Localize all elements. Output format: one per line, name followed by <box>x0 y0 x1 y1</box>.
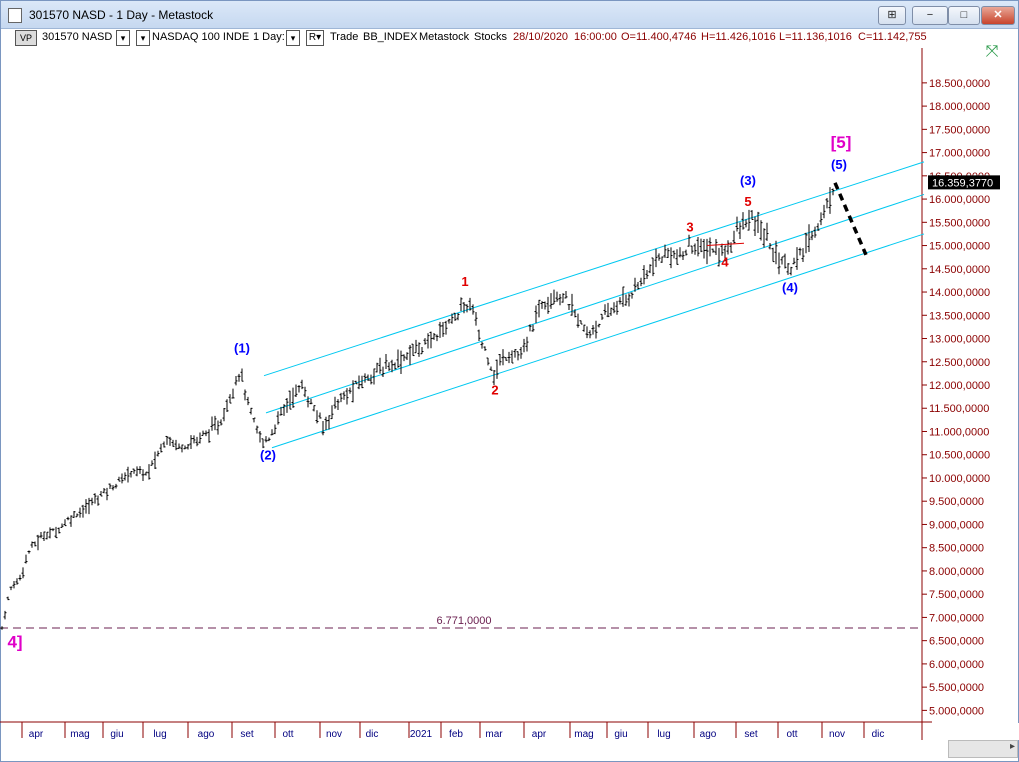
open-value: O=11.400,4746 <box>621 31 697 43</box>
price-tick-label: 17.000,0000 <box>929 148 990 160</box>
price-tick-label: 13.000,0000 <box>929 334 990 346</box>
symbol-dropdown[interactable]: ▾ <box>116 30 130 46</box>
price-tick-label: 5.000,0000 <box>929 705 984 717</box>
month-label: mag <box>70 729 89 740</box>
month-label: dic <box>872 729 885 740</box>
price-tick-label: 13.500,0000 <box>929 310 990 322</box>
channel-line-3 <box>271 233 925 449</box>
trade-label: Trade <box>330 31 359 43</box>
name-dropdown[interactable]: ▾ <box>136 30 150 46</box>
price-tick-label: 7.000,0000 <box>929 612 984 624</box>
month-label: nov <box>326 729 342 740</box>
price-tick-label: 9.500,0000 <box>929 496 984 508</box>
price-tick-label: 14.000,0000 <box>929 287 990 299</box>
month-label: ott <box>282 729 293 740</box>
month-label: giu <box>110 729 123 740</box>
wave-label: 4] <box>7 633 22 652</box>
draw-tool-icon: ⤧ <box>986 41 999 60</box>
r-dropdown[interactable]: R▾ <box>306 30 324 46</box>
document-icon <box>8 8 22 23</box>
period-dropdown[interactable]: ▾ <box>286 30 300 46</box>
close-value: C=11.142,755 <box>858 31 927 43</box>
wave-label: 4 <box>721 254 729 269</box>
price-tick-label: 12.500,0000 <box>929 357 990 369</box>
month-label: mag <box>574 729 593 740</box>
horizontal-scrollbar[interactable]: ▸ <box>948 740 1018 758</box>
month-label: lug <box>657 729 670 740</box>
last-price-tag <box>928 175 1000 190</box>
price-tick-label: 11.500,0000 <box>929 403 989 415</box>
index-label: BB_INDEX <box>363 31 418 43</box>
scroll-right-icon[interactable]: ▸ <box>1009 741 1015 752</box>
chart-toolbar: VP 301570 NASD ▾ ▾ NASDAQ 100 INDE 1 Day… <box>1 29 1018 47</box>
wave-label: 3 <box>686 220 693 235</box>
price-tick-label: 17.500,0000 <box>929 124 990 136</box>
type-label: Stocks <box>474 31 508 43</box>
month-label: mar <box>485 729 503 740</box>
month-label: lug <box>153 729 166 740</box>
price-tick-label: 10.000,0000 <box>929 473 990 485</box>
security-name: NASDAQ 100 INDE <box>152 31 250 43</box>
month-label: apr <box>532 729 547 740</box>
maximize-button[interactable]: □ <box>948 6 980 25</box>
month-label: giu <box>614 729 627 740</box>
bar-time: 16:00:00 <box>574 31 617 43</box>
month-label: set <box>744 729 758 740</box>
projection-line <box>833 182 868 256</box>
wave-label: (3) <box>740 173 756 188</box>
title-bar[interactable]: 301570 NASD - 1 Day - Metastock ⊞ − □ ✕ <box>1 1 1018 29</box>
low-value: L=11.136,1016 <box>779 31 852 43</box>
bar-date: 28/10/2020 <box>513 31 569 43</box>
price-tick-label: 7.500,0000 <box>929 589 984 601</box>
price-tick-label: 5.500,0000 <box>929 682 984 694</box>
price-tick-label: 16.000,0000 <box>929 194 990 206</box>
price-tick-label: 6.000,0000 <box>929 659 984 671</box>
channel-line-1 <box>263 161 925 377</box>
month-label: ott <box>786 729 797 740</box>
wave-label: [5] <box>831 133 852 152</box>
price-tick-label: 8.500,0000 <box>929 543 984 555</box>
wave-label: 5 <box>744 194 751 209</box>
wave-connector-line <box>706 242 745 247</box>
month-label: ago <box>198 729 215 740</box>
price-tick-label: 11.000,0000 <box>929 426 989 438</box>
price-tick-label: 10.500,0000 <box>929 450 990 462</box>
month-label: apr <box>29 729 44 740</box>
minimize-button[interactable]: − <box>912 6 948 25</box>
period-label: 1 Day: <box>253 31 285 43</box>
high-value: H=11.426,1016 <box>701 31 776 43</box>
month-label: feb <box>449 729 463 740</box>
tile-button[interactable]: ⊞ <box>878 6 906 25</box>
price-tick-label: 6.500,0000 <box>929 636 984 648</box>
last-price-label: 16.359,3770 <box>932 177 993 189</box>
source-label: Metastock <box>419 31 470 43</box>
close-button[interactable]: ✕ <box>981 6 1015 25</box>
wave-label: 1 <box>461 274 468 289</box>
month-label: nov <box>829 729 845 740</box>
price-tick-label: 8.000,0000 <box>929 566 984 578</box>
price-tick-label: 18.500,0000 <box>929 78 990 90</box>
price-tick-label: 9.000,0000 <box>929 519 984 531</box>
wave-label: (4) <box>782 280 798 295</box>
symbol-label: 301570 NASD <box>42 31 113 43</box>
price-tick-label: 12.000,0000 <box>929 380 990 392</box>
month-label: dic <box>366 729 379 740</box>
month-label: ago <box>700 729 717 740</box>
wave-label: (2) <box>260 447 276 462</box>
price-tick-label: 18.000,0000 <box>929 101 990 113</box>
price-tick-label: 15.500,0000 <box>929 217 990 229</box>
wave-label: (5) <box>831 157 847 172</box>
axis-corner <box>923 723 1019 740</box>
window-title: 301570 NASD - 1 Day - Metastock <box>29 8 214 22</box>
wave-label: 2 <box>491 382 498 397</box>
price-tick-label: 14.500,0000 <box>929 264 990 276</box>
support-label: 6.771,0000 <box>436 615 491 627</box>
price-tick-label: 15.000,0000 <box>929 241 990 253</box>
month-label: 2021 <box>410 729 433 740</box>
vp-button[interactable]: VP <box>15 30 37 46</box>
month-label: set <box>240 729 254 740</box>
wave-label: (1) <box>234 340 250 355</box>
